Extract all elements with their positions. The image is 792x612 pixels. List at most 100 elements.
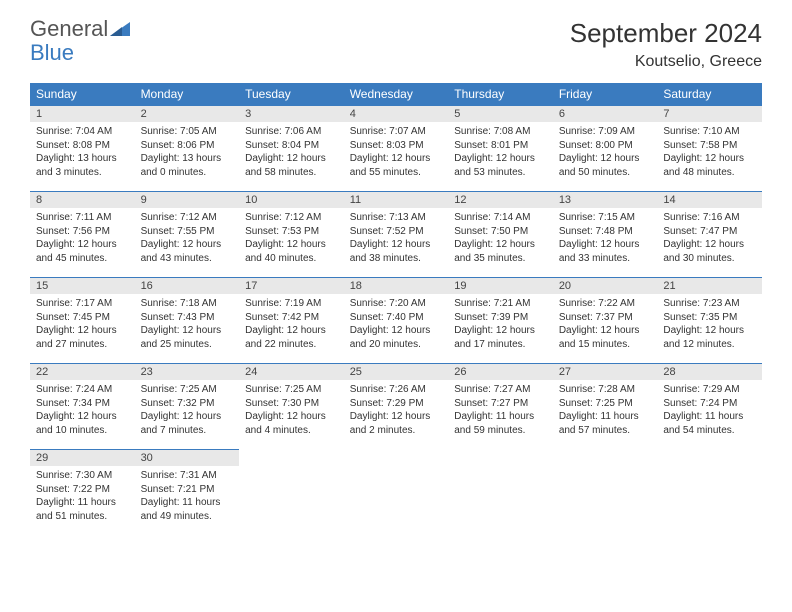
logo-text-1: General <box>30 16 108 41</box>
sunrise-text: Sunrise: 7:09 AM <box>559 125 652 139</box>
sunrise-text: Sunrise: 7:12 AM <box>141 211 234 225</box>
daylight-text: Daylight: 12 hours and 45 minutes. <box>36 238 129 265</box>
daylight-text: Daylight: 12 hours and 7 minutes. <box>141 410 234 437</box>
sunrise-text: Sunrise: 7:25 AM <box>141 383 234 397</box>
page-header: General Blue September 2024 Koutselio, G… <box>30 18 762 71</box>
calendar-cell: 17Sunrise: 7:19 AMSunset: 7:42 PMDayligh… <box>239 277 344 363</box>
day-number: 9 <box>135 192 240 208</box>
calendar-cell: 13Sunrise: 7:15 AMSunset: 7:48 PMDayligh… <box>553 191 658 277</box>
sunset-text: Sunset: 7:21 PM <box>141 483 234 497</box>
daylight-text: Daylight: 12 hours and 17 minutes. <box>454 324 547 351</box>
day-details: Sunrise: 7:17 AMSunset: 7:45 PMDaylight:… <box>30 294 135 354</box>
sunset-text: Sunset: 7:47 PM <box>663 225 756 239</box>
day-number: 17 <box>239 278 344 294</box>
daylight-text: Daylight: 12 hours and 38 minutes. <box>350 238 443 265</box>
daylight-text: Daylight: 12 hours and 20 minutes. <box>350 324 443 351</box>
logo: General Blue <box>30 18 130 64</box>
daylight-text: Daylight: 12 hours and 2 minutes. <box>350 410 443 437</box>
weekday-header: Saturday <box>657 83 762 105</box>
calendar-cell: 28Sunrise: 7:29 AMSunset: 7:24 PMDayligh… <box>657 363 762 449</box>
sunrise-text: Sunrise: 7:25 AM <box>245 383 338 397</box>
calendar-cell: 25Sunrise: 7:26 AMSunset: 7:29 PMDayligh… <box>344 363 449 449</box>
daylight-text: Daylight: 12 hours and 53 minutes. <box>454 152 547 179</box>
day-details: Sunrise: 7:18 AMSunset: 7:43 PMDaylight:… <box>135 294 240 354</box>
calendar-cell: 14Sunrise: 7:16 AMSunset: 7:47 PMDayligh… <box>657 191 762 277</box>
calendar-cell: 21Sunrise: 7:23 AMSunset: 7:35 PMDayligh… <box>657 277 762 363</box>
sunset-text: Sunset: 7:27 PM <box>454 397 547 411</box>
day-number: 16 <box>135 278 240 294</box>
sunrise-text: Sunrise: 7:19 AM <box>245 297 338 311</box>
logo-text-2: Blue <box>30 40 74 65</box>
daylight-text: Daylight: 12 hours and 48 minutes. <box>663 152 756 179</box>
day-details: Sunrise: 7:25 AMSunset: 7:30 PMDaylight:… <box>239 380 344 440</box>
daylight-text: Daylight: 12 hours and 50 minutes. <box>559 152 652 179</box>
sunset-text: Sunset: 7:55 PM <box>141 225 234 239</box>
sunrise-text: Sunrise: 7:22 AM <box>559 297 652 311</box>
calendar-cell: 11Sunrise: 7:13 AMSunset: 7:52 PMDayligh… <box>344 191 449 277</box>
day-details: Sunrise: 7:23 AMSunset: 7:35 PMDaylight:… <box>657 294 762 354</box>
sunset-text: Sunset: 7:25 PM <box>559 397 652 411</box>
daylight-text: Daylight: 12 hours and 40 minutes. <box>245 238 338 265</box>
sunrise-text: Sunrise: 7:18 AM <box>141 297 234 311</box>
calendar-cell: 8Sunrise: 7:11 AMSunset: 7:56 PMDaylight… <box>30 191 135 277</box>
sunset-text: Sunset: 7:32 PM <box>141 397 234 411</box>
day-number: 13 <box>553 192 658 208</box>
sunrise-text: Sunrise: 7:15 AM <box>559 211 652 225</box>
title-block: September 2024 Koutselio, Greece <box>570 18 762 71</box>
weekday-header: Monday <box>135 83 240 105</box>
sunset-text: Sunset: 8:06 PM <box>141 139 234 153</box>
day-details: Sunrise: 7:28 AMSunset: 7:25 PMDaylight:… <box>553 380 658 440</box>
calendar-cell: 5Sunrise: 7:08 AMSunset: 8:01 PMDaylight… <box>448 105 553 191</box>
day-number: 25 <box>344 364 449 380</box>
day-number: 10 <box>239 192 344 208</box>
sunrise-text: Sunrise: 7:11 AM <box>36 211 129 225</box>
calendar-cell: 2Sunrise: 7:05 AMSunset: 8:06 PMDaylight… <box>135 105 240 191</box>
sunset-text: Sunset: 7:48 PM <box>559 225 652 239</box>
day-number: 1 <box>30 106 135 122</box>
day-number: 29 <box>30 450 135 466</box>
calendar-cell <box>657 449 762 535</box>
sunrise-text: Sunrise: 7:31 AM <box>141 469 234 483</box>
daylight-text: Daylight: 12 hours and 27 minutes. <box>36 324 129 351</box>
calendar-cell: 30Sunrise: 7:31 AMSunset: 7:21 PMDayligh… <box>135 449 240 535</box>
sunset-text: Sunset: 7:52 PM <box>350 225 443 239</box>
calendar-cell: 20Sunrise: 7:22 AMSunset: 7:37 PMDayligh… <box>553 277 658 363</box>
sunset-text: Sunset: 7:24 PM <box>663 397 756 411</box>
day-details: Sunrise: 7:09 AMSunset: 8:00 PMDaylight:… <box>553 122 658 182</box>
weekday-header-row: Sunday Monday Tuesday Wednesday Thursday… <box>30 83 762 105</box>
daylight-text: Daylight: 11 hours and 54 minutes. <box>663 410 756 437</box>
day-details: Sunrise: 7:05 AMSunset: 8:06 PMDaylight:… <box>135 122 240 182</box>
calendar-cell <box>344 449 449 535</box>
sunrise-text: Sunrise: 7:26 AM <box>350 383 443 397</box>
day-details: Sunrise: 7:06 AMSunset: 8:04 PMDaylight:… <box>239 122 344 182</box>
sunset-text: Sunset: 7:50 PM <box>454 225 547 239</box>
calendar-cell: 26Sunrise: 7:27 AMSunset: 7:27 PMDayligh… <box>448 363 553 449</box>
sunset-text: Sunset: 8:00 PM <box>559 139 652 153</box>
sunrise-text: Sunrise: 7:10 AM <box>663 125 756 139</box>
day-details: Sunrise: 7:16 AMSunset: 7:47 PMDaylight:… <box>657 208 762 268</box>
daylight-text: Daylight: 11 hours and 49 minutes. <box>141 496 234 523</box>
day-number: 27 <box>553 364 658 380</box>
daylight-text: Daylight: 12 hours and 15 minutes. <box>559 324 652 351</box>
calendar-cell: 29Sunrise: 7:30 AMSunset: 7:22 PMDayligh… <box>30 449 135 535</box>
calendar-cell <box>553 449 658 535</box>
calendar-cell <box>448 449 553 535</box>
day-details: Sunrise: 7:20 AMSunset: 7:40 PMDaylight:… <box>344 294 449 354</box>
calendar-cell: 7Sunrise: 7:10 AMSunset: 7:58 PMDaylight… <box>657 105 762 191</box>
day-number: 3 <box>239 106 344 122</box>
sunrise-text: Sunrise: 7:12 AM <box>245 211 338 225</box>
day-details: Sunrise: 7:30 AMSunset: 7:22 PMDaylight:… <box>30 466 135 526</box>
day-details: Sunrise: 7:15 AMSunset: 7:48 PMDaylight:… <box>553 208 658 268</box>
day-number: 20 <box>553 278 658 294</box>
sunset-text: Sunset: 8:04 PM <box>245 139 338 153</box>
sunrise-text: Sunrise: 7:13 AM <box>350 211 443 225</box>
day-details: Sunrise: 7:31 AMSunset: 7:21 PMDaylight:… <box>135 466 240 526</box>
day-details: Sunrise: 7:27 AMSunset: 7:27 PMDaylight:… <box>448 380 553 440</box>
daylight-text: Daylight: 11 hours and 59 minutes. <box>454 410 547 437</box>
day-number: 21 <box>657 278 762 294</box>
calendar-week-row: 15Sunrise: 7:17 AMSunset: 7:45 PMDayligh… <box>30 277 762 363</box>
day-number: 8 <box>30 192 135 208</box>
calendar-cell: 3Sunrise: 7:06 AMSunset: 8:04 PMDaylight… <box>239 105 344 191</box>
day-number: 28 <box>657 364 762 380</box>
weekday-header: Thursday <box>448 83 553 105</box>
